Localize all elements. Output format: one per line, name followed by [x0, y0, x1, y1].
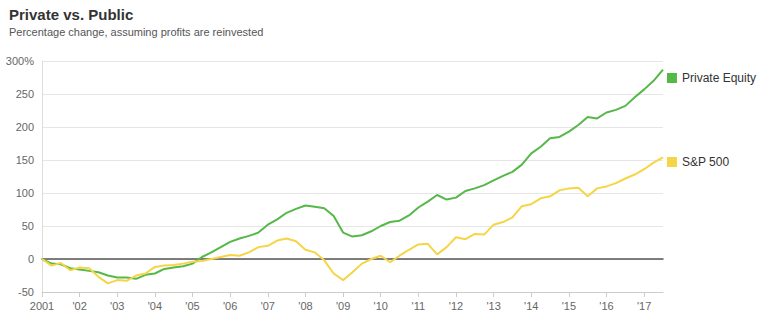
svg-text:'10: '10 [374, 300, 388, 312]
svg-text:250: 250 [16, 88, 34, 100]
svg-text:0: 0 [28, 253, 34, 265]
svg-text:'16: '16 [599, 300, 613, 312]
svg-text:'17: '17 [637, 300, 651, 312]
svg-text:'13: '13 [486, 300, 500, 312]
svg-text:S&P 500: S&P 500 [682, 155, 729, 169]
svg-text:'14: '14 [524, 300, 538, 312]
svg-text:'09: '09 [336, 300, 350, 312]
svg-text:150: 150 [16, 154, 34, 166]
svg-text:'03: '03 [110, 300, 124, 312]
svg-text:'12: '12 [449, 300, 463, 312]
svg-text:'15: '15 [562, 300, 576, 312]
svg-text:'04: '04 [148, 300, 162, 312]
svg-text:50: 50 [22, 220, 34, 232]
svg-text:'08: '08 [298, 300, 312, 312]
svg-text:100: 100 [16, 187, 34, 199]
svg-text:'02: '02 [72, 300, 86, 312]
svg-text:-50: -50 [18, 286, 34, 298]
svg-text:Private Equity: Private Equity [682, 71, 756, 85]
svg-text:Private vs. Public: Private vs. Public [9, 6, 133, 23]
svg-text:Percentage change, assuming pr: Percentage change, assuming profits are … [9, 26, 263, 38]
svg-text:'07: '07 [261, 300, 275, 312]
svg-text:200: 200 [16, 121, 34, 133]
svg-text:'06: '06 [223, 300, 237, 312]
svg-text:'11: '11 [412, 300, 426, 312]
svg-text:2001: 2001 [30, 300, 54, 312]
svg-text:300%: 300% [6, 55, 34, 67]
svg-text:'05: '05 [185, 300, 199, 312]
